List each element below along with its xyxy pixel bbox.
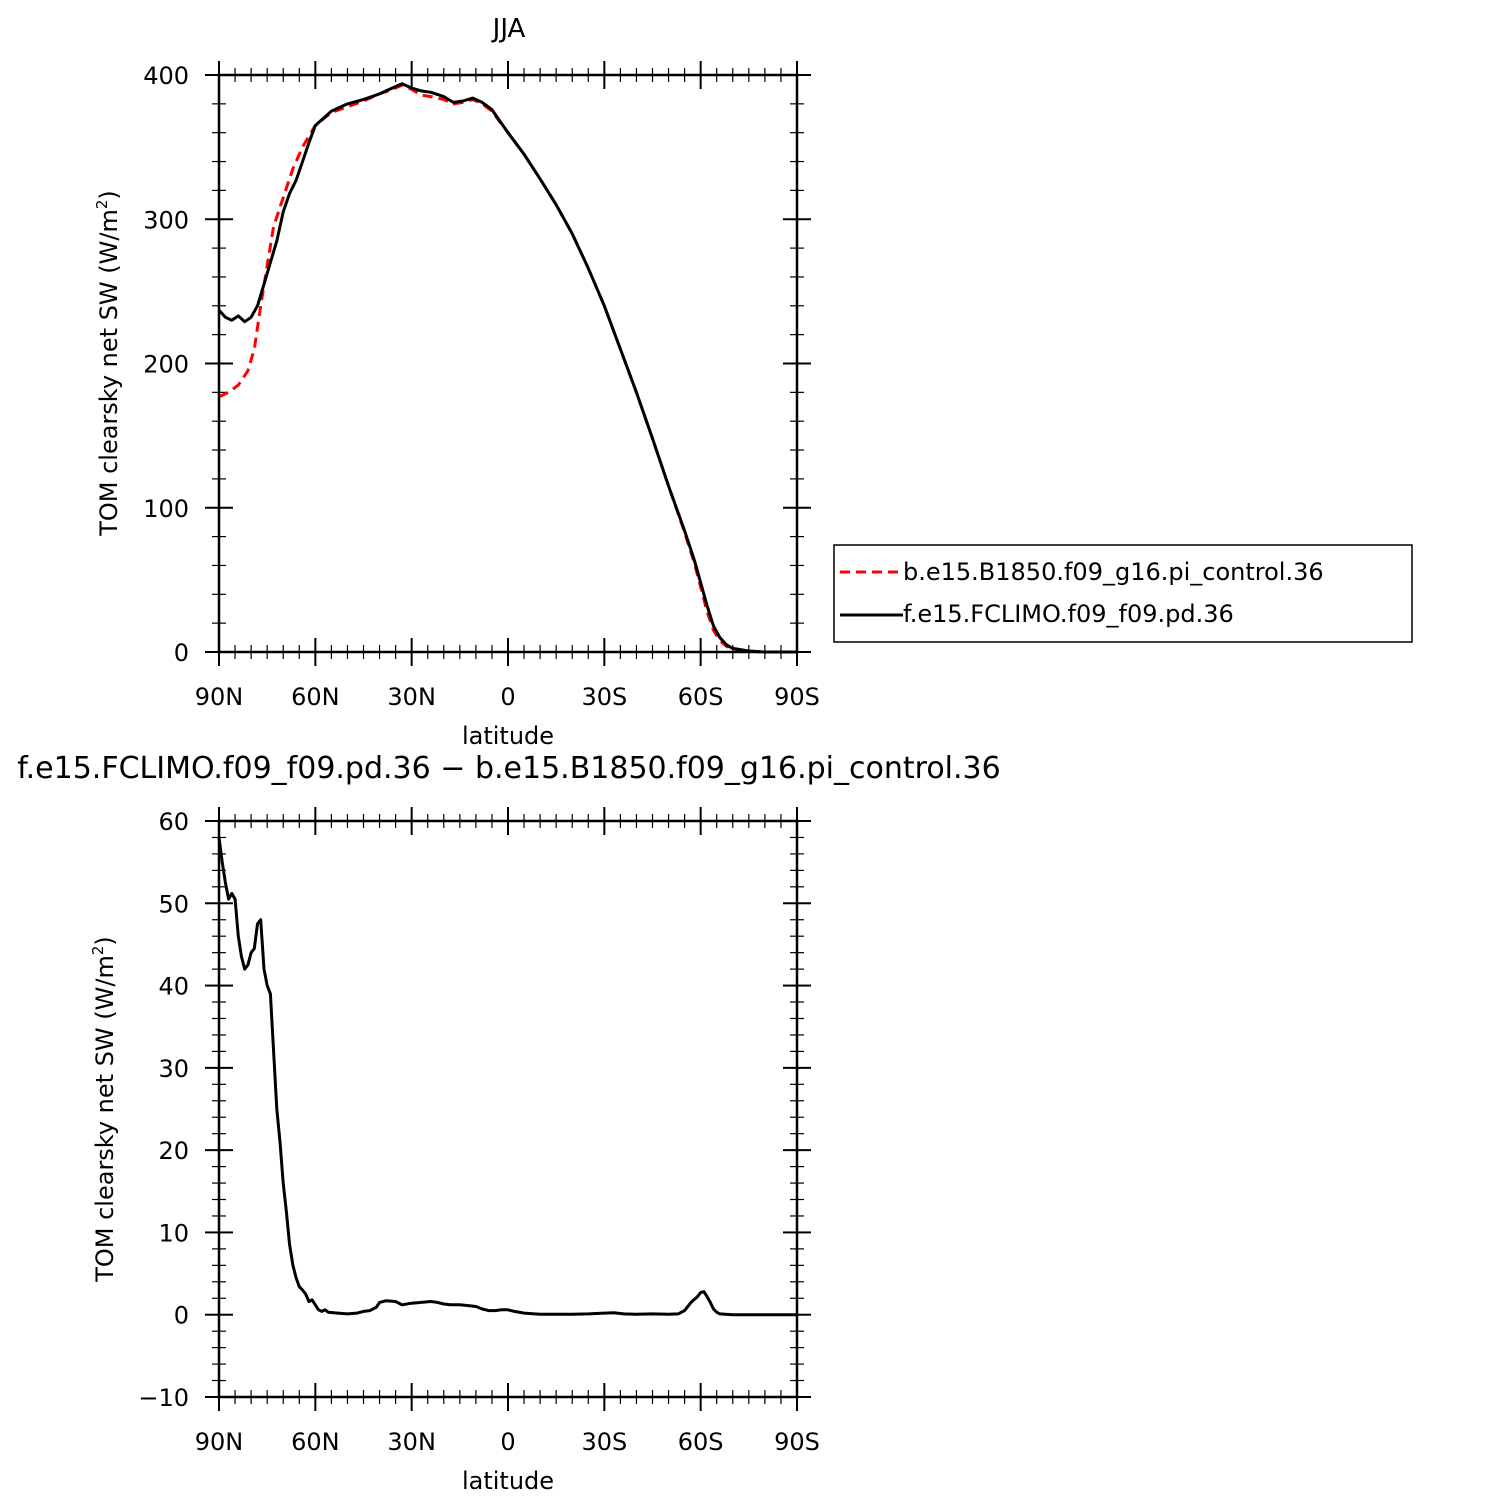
bottom-y-axis-label: TOM clearsky net SW (W/m2) <box>89 936 119 1283</box>
top-series-line-1 <box>218 83 797 654</box>
bottom-x-tick-label: 90S <box>774 1428 820 1456</box>
top-y-tick-label: 0 <box>174 639 189 667</box>
top-x-tick-label: 30S <box>581 683 627 711</box>
bottom-y-axis-label-main: TOM clearsky net SW (W/m <box>91 955 119 1283</box>
top-y-axis-label-main: TOM clearsky net SW (W/m <box>95 209 123 537</box>
bottom-y-tick-label: 30 <box>158 1055 189 1083</box>
top-y-axis-label: TOM clearsky net SW (W/m2) <box>93 190 123 537</box>
top-y-tick-label: 300 <box>143 206 189 234</box>
top-plot-frame <box>217 73 799 654</box>
top-y-tick-label: 200 <box>143 351 189 379</box>
bottom-y-tick-label: 10 <box>158 1219 189 1247</box>
legend-label-series-2: f.e15.FCLIMO.f09_f09.pd.36 <box>903 600 1234 628</box>
bottom-x-tick-label: 90N <box>195 1428 244 1456</box>
bottom-x-tick-label: 60S <box>678 1428 724 1456</box>
top-series-line-2 <box>217 82 797 654</box>
top-chart: JJA 90N 60N 30N 0 30S 60S 90S 0 100 200 300 400 lat… <box>93 14 1413 750</box>
top-x-tick-label: 90N <box>195 683 244 711</box>
bottom-x-tick-label: 0 <box>500 1428 515 1456</box>
top-y-axis-label-sup: 2 <box>93 200 111 210</box>
bottom-x-tick-label: 30S <box>581 1428 627 1456</box>
top-y-axis-label-close: ) <box>95 190 123 199</box>
bottom-x-tick-label: 30N <box>387 1428 436 1456</box>
legend-box <box>833 544 1413 643</box>
bottom-y-tick-label: 50 <box>158 890 189 918</box>
bottom-x-axis-label: latitude <box>462 1467 554 1495</box>
bottom-y-tick-label: 0 <box>174 1302 189 1330</box>
legend-label-series-1: b.e15.B1850.f09_g16.pi_control.36 <box>903 558 1324 586</box>
top-y-tick-label: 100 <box>143 495 189 523</box>
top-chart-legend: b.e15.B1850.f09_g16.pi_control.36 f.e15.… <box>833 544 1413 643</box>
top-y-tick-label: 400 <box>143 62 189 90</box>
bottom-series-line-1 <box>217 837 797 1317</box>
bottom-chart: f.e15.FCLIMO.f09_f09.pd.36 − b.e15.B1850… <box>17 751 1000 1495</box>
bottom-x-tick-label: 60N <box>291 1428 340 1456</box>
bottom-y-tick-label: 60 <box>158 808 189 836</box>
bottom-y-tick-label: −10 <box>138 1384 189 1412</box>
bottom-y-tick-label: 20 <box>158 1137 189 1165</box>
bottom-chart-title: f.e15.FCLIMO.f09_f09.pd.36 − b.e15.B1850… <box>17 751 1000 786</box>
top-x-tick-label: 60S <box>678 683 724 711</box>
top-chart-title: JJA <box>491 14 526 44</box>
top-x-axis-label: latitude <box>462 722 554 750</box>
bottom-y-tick-label: 40 <box>158 973 189 1001</box>
top-x-tick-label: 30N <box>387 683 436 711</box>
top-x-tick-label: 90S <box>774 683 820 711</box>
top-x-tick-label: 60N <box>291 683 340 711</box>
top-x-tick-label: 0 <box>500 683 515 711</box>
bottom-y-axis-label-close: ) <box>91 936 119 945</box>
bottom-y-axis-label-sup: 2 <box>89 946 107 956</box>
bottom-plot-frame <box>217 819 799 1399</box>
